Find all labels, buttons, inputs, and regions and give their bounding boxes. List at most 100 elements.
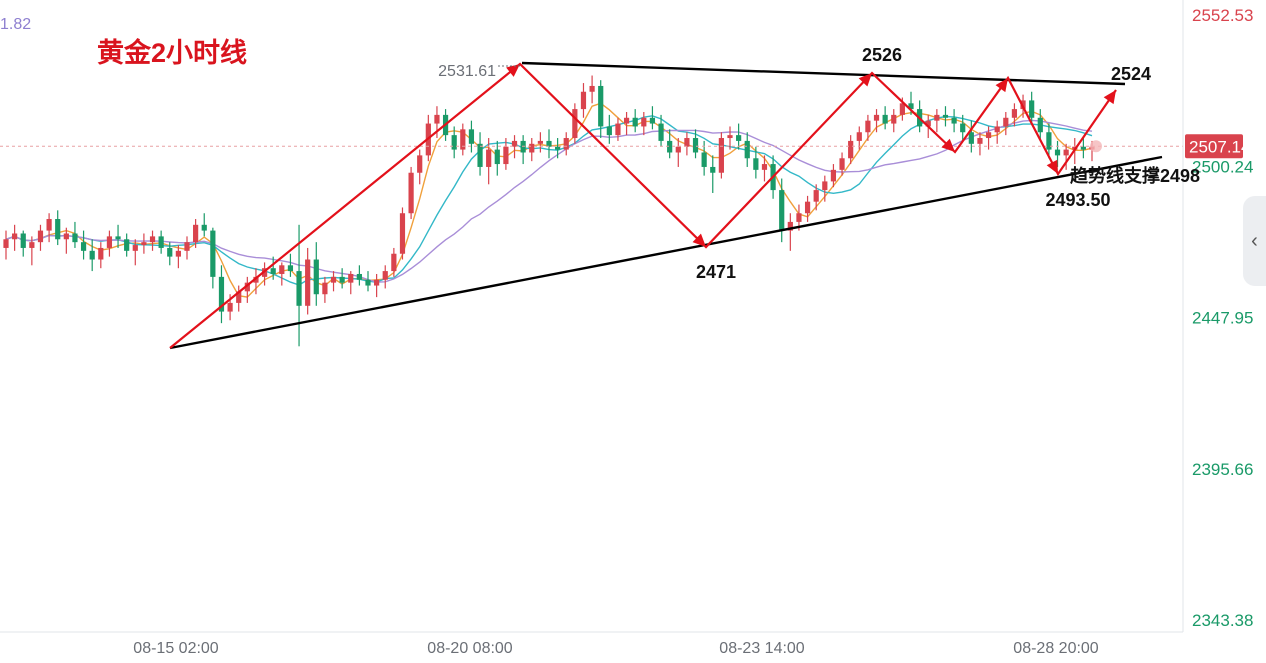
candle-body xyxy=(787,221,793,231)
resistance-trendline xyxy=(521,61,1126,86)
wave-arrowhead xyxy=(692,233,706,247)
x-tick-label: 08-20 08:00 xyxy=(427,640,513,657)
candle-body xyxy=(287,265,294,272)
candle-body xyxy=(115,236,121,240)
candle-body xyxy=(408,172,414,214)
candle-body xyxy=(184,242,190,251)
candle-body xyxy=(503,146,509,165)
candle-body xyxy=(942,114,949,118)
candle-body xyxy=(873,114,880,121)
candle-body xyxy=(667,140,673,153)
support-label: 趋势线支撑2498 xyxy=(1070,165,1200,186)
candle-body xyxy=(1063,149,1069,156)
candle-body xyxy=(20,233,26,248)
candle-body xyxy=(218,276,225,312)
candle-body xyxy=(511,140,518,147)
wave-arrowhead xyxy=(858,73,872,87)
wave-path xyxy=(169,62,1117,349)
x-tick-label: 08-28 20:00 xyxy=(1013,640,1099,657)
candle-body xyxy=(3,239,9,248)
candle-body xyxy=(623,117,630,124)
candle-body xyxy=(72,233,78,243)
candle-body xyxy=(374,279,380,286)
candle-body xyxy=(201,224,207,231)
candle-body xyxy=(606,126,612,136)
candle-body xyxy=(572,109,578,139)
candle-body xyxy=(417,155,423,173)
candle-body xyxy=(977,138,983,144)
candle-body xyxy=(468,129,475,144)
last-price-dot xyxy=(1090,140,1102,153)
candle-body xyxy=(934,114,940,121)
candle-body xyxy=(839,158,845,170)
candle-body xyxy=(641,117,647,127)
peak1-label: 2526 xyxy=(862,45,902,65)
candle-body xyxy=(244,282,250,292)
candle-body xyxy=(701,152,707,167)
candle-body xyxy=(141,242,147,246)
candle-body xyxy=(960,123,966,133)
candle-body xyxy=(391,253,397,272)
candle-body xyxy=(296,271,302,306)
peak2-label: 2524 xyxy=(1111,64,1151,84)
candle-body xyxy=(80,242,87,251)
candle-body xyxy=(46,219,52,231)
candle-body xyxy=(55,219,61,240)
candle-body xyxy=(434,114,440,124)
candle-body xyxy=(12,233,18,240)
candle-body xyxy=(1011,109,1018,118)
candle-body xyxy=(856,132,862,141)
candle-body xyxy=(330,276,337,283)
wave-arrowhead xyxy=(995,78,1008,93)
y-tick-label: 2395.66 xyxy=(1192,460,1253,479)
candle-body xyxy=(718,138,724,173)
low2-label: 2493.50 xyxy=(1045,190,1110,210)
candle-body xyxy=(477,143,483,167)
last-price-tag xyxy=(1185,134,1243,159)
chevron-left-icon[interactable]: ‹ xyxy=(1243,196,1266,286)
candle-body xyxy=(848,140,854,159)
candle-body xyxy=(598,85,604,127)
high-marker-label: 2531.61 xyxy=(438,63,496,80)
candle-body xyxy=(865,120,871,133)
candle-body xyxy=(908,103,914,110)
candle-body xyxy=(779,190,785,231)
candle-body xyxy=(486,149,492,167)
candle-body xyxy=(744,140,750,159)
candle-body xyxy=(615,123,621,136)
candle-body xyxy=(167,247,173,257)
candle-body xyxy=(675,146,681,153)
candle-body xyxy=(537,140,543,144)
candle-body xyxy=(322,282,328,295)
cut-off-label: 1.82 xyxy=(0,16,31,33)
candle-body xyxy=(132,245,138,251)
candle-body xyxy=(563,138,569,150)
candle-body xyxy=(175,250,181,257)
candle-body xyxy=(29,242,35,248)
candle-body xyxy=(98,247,104,260)
candle-body xyxy=(632,117,638,127)
candle-body xyxy=(382,271,388,280)
candle-body xyxy=(356,273,362,280)
candle-body xyxy=(882,114,888,124)
annotations: 2531.61 2526 2524 2471 2493.50 趋势线支撑2498 xyxy=(438,45,1200,282)
candle-body xyxy=(951,117,957,124)
candle-body xyxy=(813,190,819,202)
x-tick-label: 08-15 02:00 xyxy=(133,640,219,657)
candle-body xyxy=(210,230,216,277)
candle-body xyxy=(63,233,69,240)
candle-body xyxy=(253,276,259,283)
candle-body xyxy=(985,132,992,139)
wave-arrowhead xyxy=(941,138,955,152)
last-price-label: 2507.14 xyxy=(1189,137,1250,156)
candle-body xyxy=(529,143,535,153)
candle-body xyxy=(270,268,276,274)
chart-title: 黄金2小时线 xyxy=(97,37,247,68)
candle-body xyxy=(1046,132,1052,150)
candle-body xyxy=(124,239,130,251)
candle-body xyxy=(899,103,905,115)
candle-body xyxy=(460,129,466,150)
candle-body xyxy=(89,250,95,260)
